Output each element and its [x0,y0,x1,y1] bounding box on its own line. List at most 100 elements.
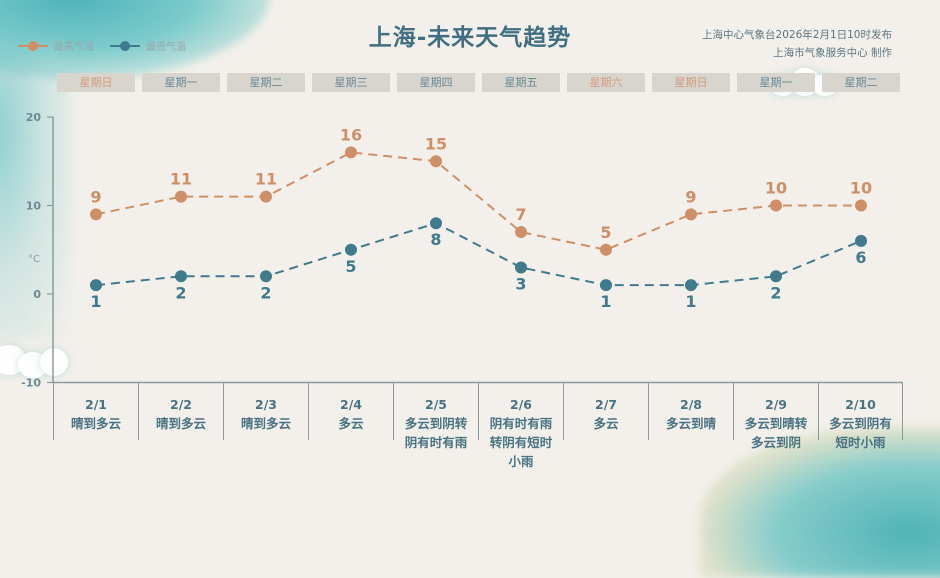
date-label: 2/1 [85,397,107,412]
legend-label-low: 最低气温 [146,42,186,53]
y-tick-label: 20 [26,111,42,124]
page-title: 上海-未来天气趋势 [368,25,572,51]
weather-desc: 多云到晴 [665,416,716,431]
y-tick-label: -10 [21,377,41,390]
weather-desc: 多云 [338,416,364,431]
high-temp-point [515,226,527,239]
high-temp-label: 10 [765,179,787,198]
low-temp-label: 2 [175,283,186,302]
low-temp-point [600,279,612,292]
weather-desc: 晴到多云 [240,416,291,431]
high-temp-point [770,199,782,212]
weekday-row: 星期日 星期一 星期二 星期三 星期四 星期五 星期六 星期日 星期一 星期二 [57,73,900,92]
date-label: 2/9 [765,397,787,412]
weekday-label: 星期三 [312,73,390,92]
date-label: 2/2 [170,397,192,412]
low-temp-line [95,222,862,287]
weekday-label: 星期日 [652,73,730,92]
high-temp-point [260,190,272,203]
legend-item-high: 最高气温 [18,38,94,53]
date-label: 2/4 [340,397,362,412]
high-temp-label: 9 [90,187,101,206]
forecast-cell: 2/9 多云到晴转 多云到阴 [733,383,818,450]
low-temp-point [855,234,867,247]
low-temp-point [515,261,527,274]
high-temp-point [345,146,357,159]
high-temp-label: 11 [170,170,192,189]
low-temp-label: 1 [685,292,696,311]
forecast-cell: 2/10 多云到阴有 短时小雨 [818,383,903,450]
date-label: 2/6 [510,397,532,412]
high-temp-label: 15 [425,134,447,153]
y-tick-label: 10 [26,200,42,213]
forecast-cell: 2/8 多云到晴 [648,383,733,440]
low-temp-label: 1 [600,292,611,311]
weather-desc: 多云到阴转 阴有时有雨 [404,416,468,450]
weather-desc: 多云到晴转 多云到阴 [744,416,808,450]
publisher-info: 上海中心气象台2026年2月1日10时发布 上海市气象服务中心 制作 [702,26,892,62]
high-temp-label: 11 [255,170,277,189]
high-temp-label: 5 [600,223,611,242]
legend-item-low: 最低气温 [110,38,186,53]
date-label: 2/3 [255,397,277,412]
low-temp-point [345,243,357,256]
low-temp-label: 5 [345,257,356,276]
legend-marker-high-icon [18,40,48,51]
high-temp-line [95,151,861,251]
low-temp-point [685,279,697,292]
legend-marker-low-icon [110,40,140,51]
high-temp-point [855,199,867,212]
high-temp-point [430,155,442,168]
low-temp-label: 2 [770,283,781,302]
weather-desc: 多云到阴有 短时小雨 [829,416,892,450]
weather-desc: 晴到多云 [70,416,121,431]
weekday-label: 星期一 [142,73,220,92]
low-temp-point [260,270,272,283]
weekday-label: 星期四 [397,73,475,92]
low-temp-point [90,279,102,292]
high-temp-point [90,208,102,221]
high-temp-label: 10 [850,179,872,198]
weekday-label: 星期六 [567,73,645,92]
forecast-cell: 2/3 晴到多云 [223,383,308,440]
weather-desc: 晴到多云 [155,416,206,431]
weather-desc: 阴有时有雨 转阴有短时 小雨 [489,416,553,469]
low-temp-label: 6 [855,248,866,267]
forecast-cell: 2/7 多云 [563,383,648,440]
chart-legend: 最高气温 最低气温 [18,38,186,53]
weekday-label: 星期一 [737,73,815,92]
weather-desc: 多云 [593,416,619,431]
forecast-table: 2/1 晴到多云 2/2 晴到多云 2/3 晴到多云 2/4 多云 2/5 多云到阴转 阴… [53,383,903,469]
date-label: 2/5 [425,397,447,412]
low-temp-label: 3 [515,274,526,293]
forecast-cell: 2/1 晴到多云 [53,383,138,440]
date-label: 2/8 [680,397,702,412]
weekday-label: 星期二 [227,73,305,92]
forecast-cell: 2/6 阴有时有雨 转阴有短时 小雨 [478,383,563,469]
high-temp-label: 16 [340,125,362,144]
forecast-cell: 2/4 多云 [308,383,393,440]
date-label: 2/7 [595,397,617,412]
publish-time: 上海中心气象台2026年2月1日10时发布 [702,29,892,41]
low-temp-point [770,270,782,283]
forecast-cell: 2/2 晴到多云 [138,383,223,440]
low-temp-label: 8 [430,230,441,249]
date-label: 2/10 [845,397,876,412]
y-axis-unit: °C [28,254,40,265]
low-temp-point [175,270,187,283]
high-temp-point [600,243,612,256]
low-temp-point [430,217,442,230]
producer: 上海市气象服务中心 制作 [773,47,892,59]
weekday-label: 星期日 [57,73,135,92]
low-temp-label: 1 [90,292,101,311]
low-temp-label: 2 [260,283,271,302]
high-temp-point [175,190,187,203]
high-temp-label: 9 [685,187,696,206]
high-temp-label: 7 [515,205,526,224]
y-tick-label: 0 [33,288,41,301]
high-temp-point [685,208,697,221]
legend-label-high: 最高气温 [54,42,94,53]
weekday-label: 星期五 [482,73,560,92]
forecast-cell: 2/5 多云到阴转 阴有时有雨 [393,383,478,450]
